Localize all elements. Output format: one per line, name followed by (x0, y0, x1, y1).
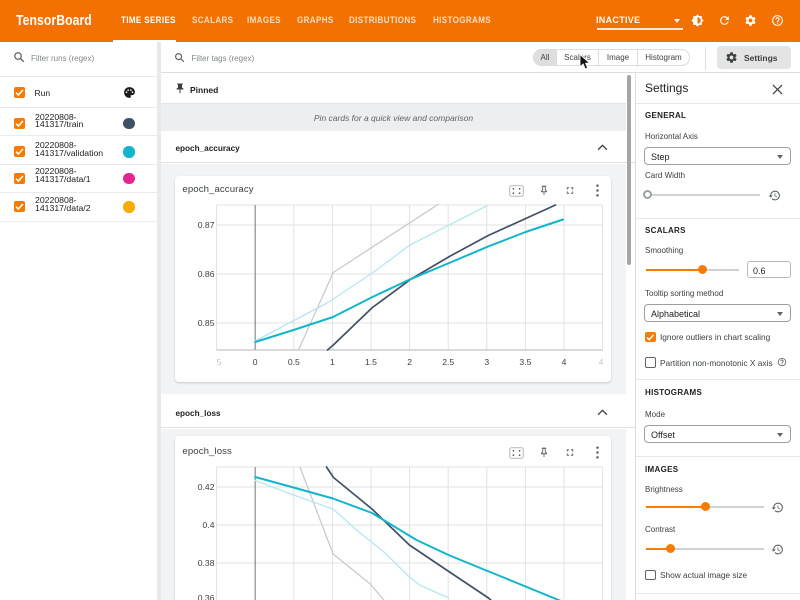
svg-text:0.5: 0.5 (287, 357, 299, 367)
svg-text:0.85: 0.85 (197, 318, 214, 328)
svg-text:2: 2 (407, 357, 412, 367)
svg-text:1.5: 1.5 (365, 357, 377, 367)
svg-text:1: 1 (330, 357, 335, 367)
svg-text:5: 5 (216, 357, 221, 367)
svg-text:0.4: 0.4 (202, 520, 214, 530)
svg-text:2.5: 2.5 (442, 357, 454, 367)
svg-text:4: 4 (561, 357, 566, 367)
svg-text:0.87: 0.87 (197, 220, 214, 230)
svg-text:0.42: 0.42 (197, 482, 214, 492)
svg-text:0: 0 (252, 357, 257, 367)
svg-text:0.38: 0.38 (197, 558, 214, 568)
svg-text:3.5: 3.5 (519, 357, 531, 367)
svg-text:0.36: 0.36 (197, 593, 214, 600)
svg-text:3: 3 (484, 357, 489, 367)
svg-text:4: 4 (598, 357, 603, 367)
svg-text:0.86: 0.86 (197, 269, 214, 279)
